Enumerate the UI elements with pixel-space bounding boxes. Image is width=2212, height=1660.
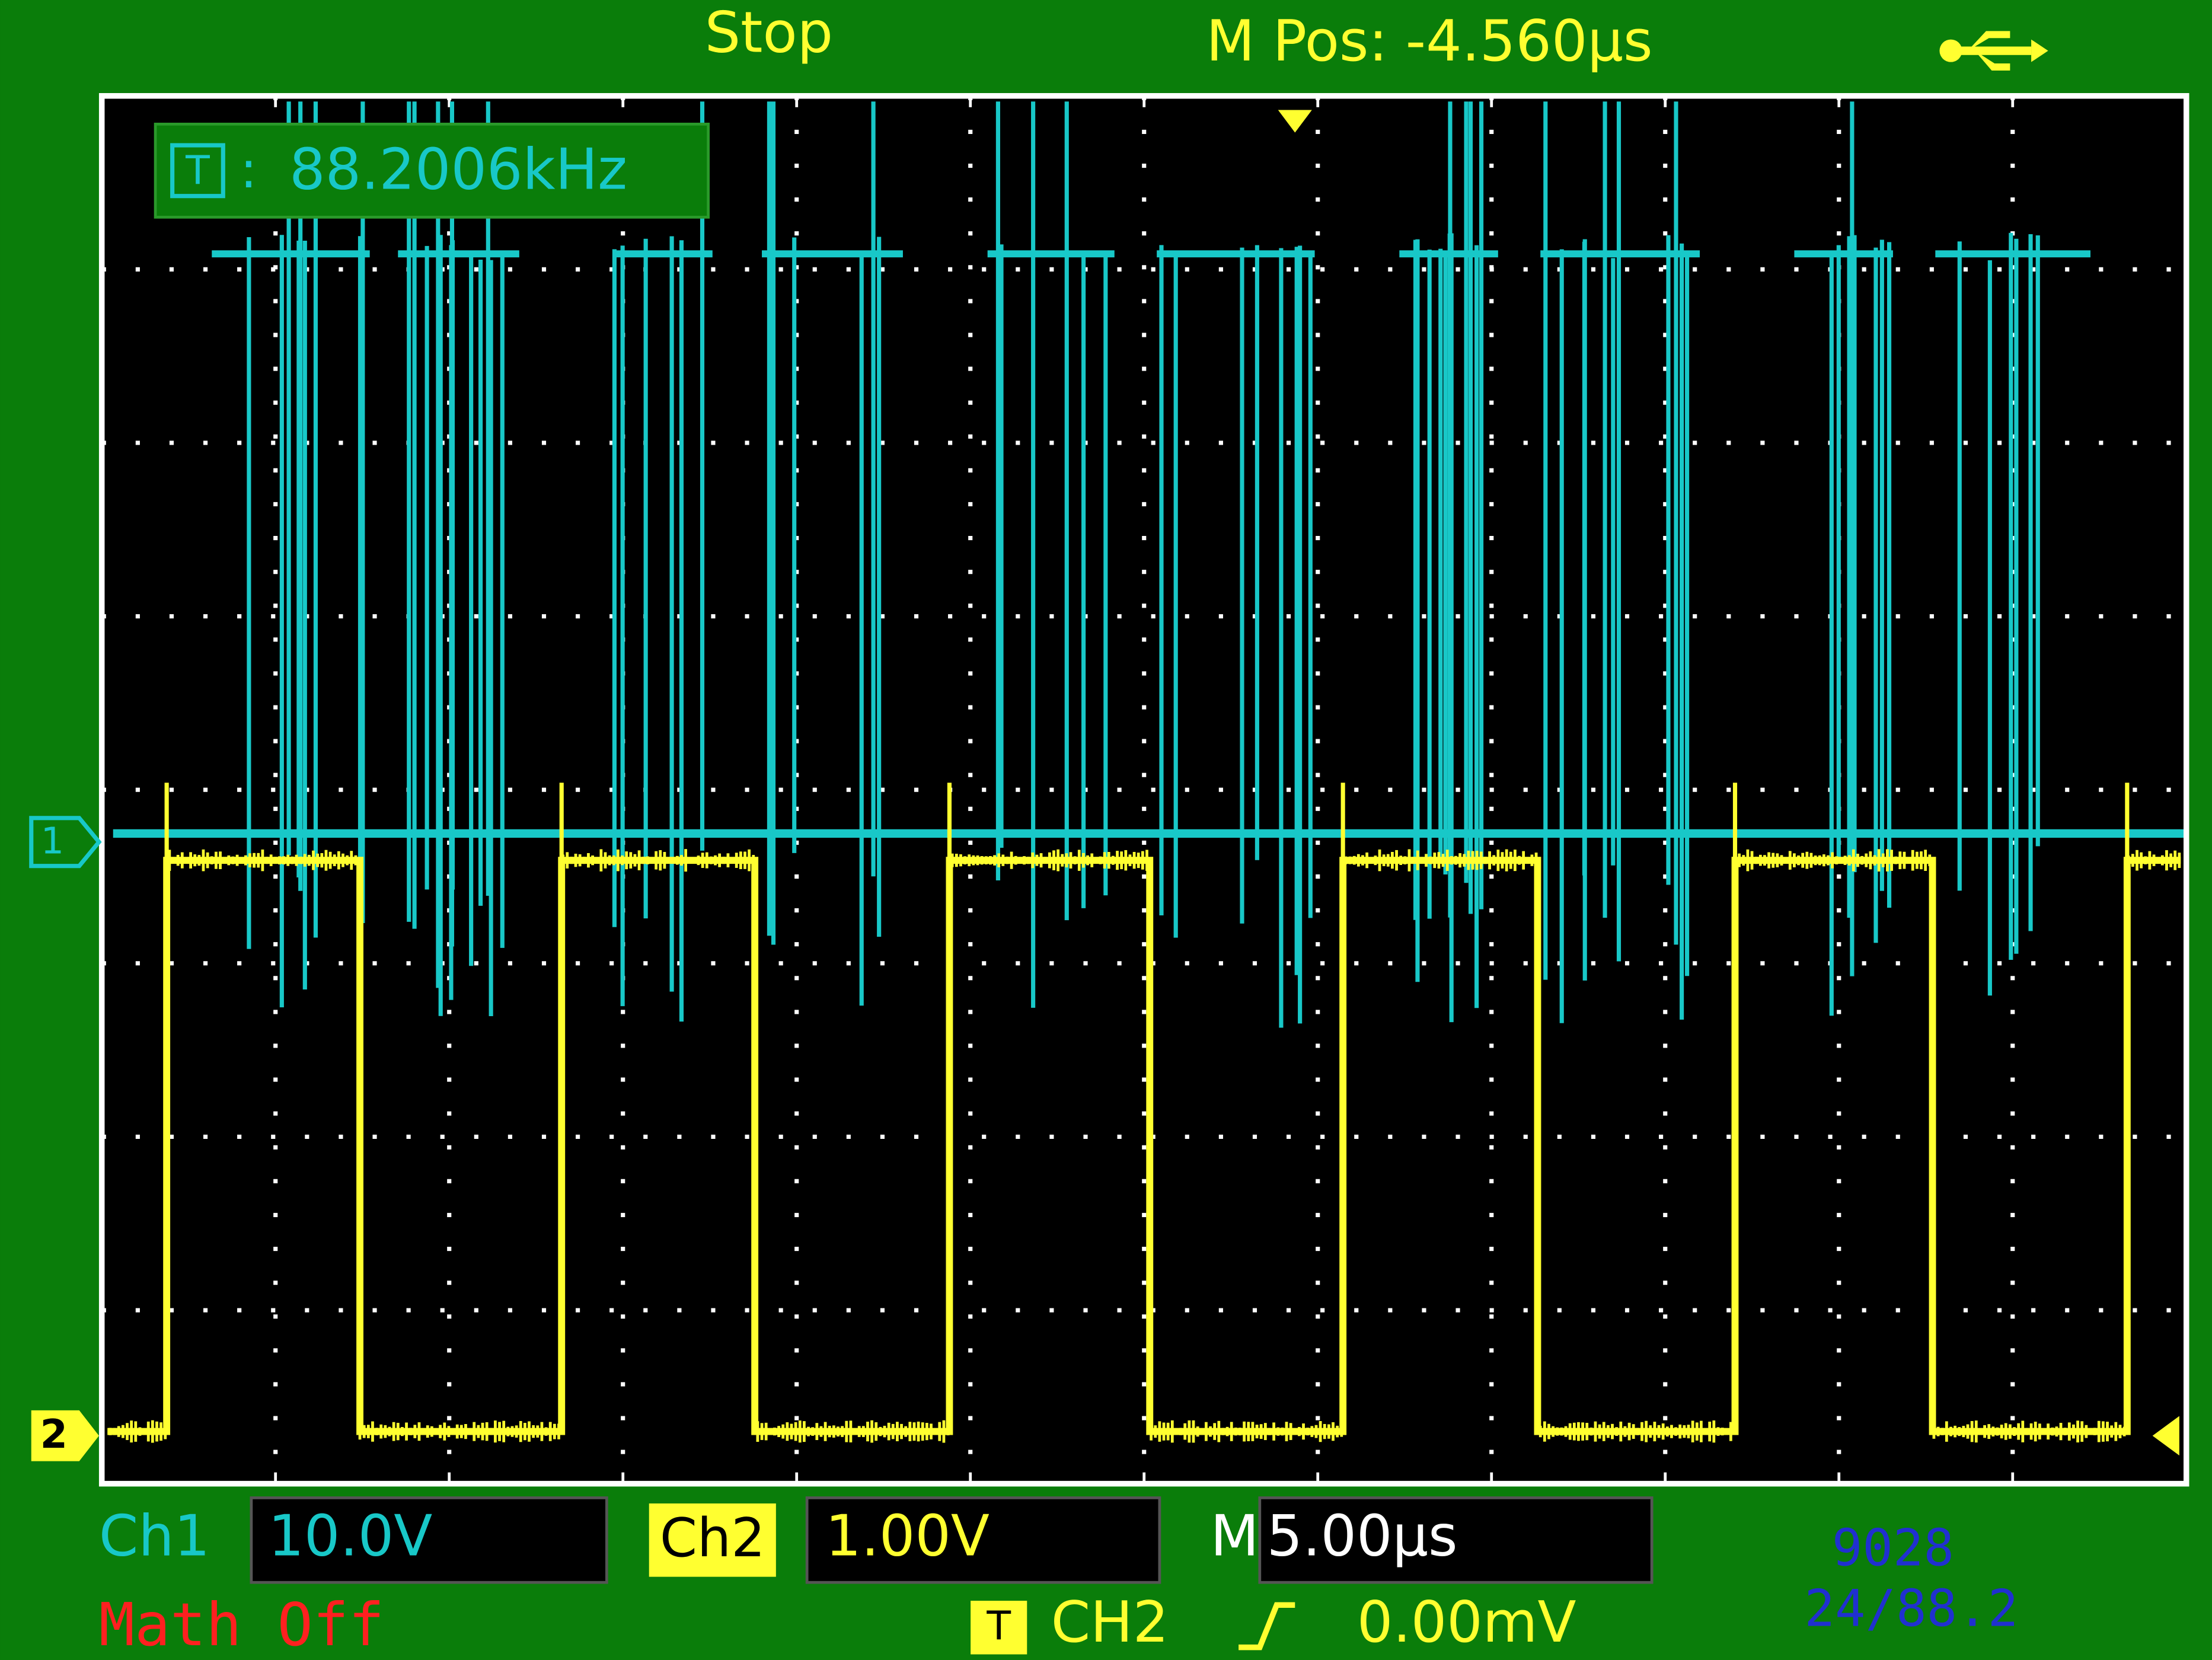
ch2-marker [31, 1410, 99, 1461]
trigger-icon: T [986, 1603, 1011, 1649]
trigger-level: 0.00mV [1357, 1590, 1576, 1655]
ch1-marker-label: 1 [41, 820, 64, 863]
note: 9028 [1832, 1519, 1954, 1578]
position: M Pos: -4.560µs [1206, 9, 1652, 74]
measure-icon: T [185, 148, 210, 194]
usb-icon [1939, 31, 2048, 71]
timebase-box [1258, 1496, 1654, 1584]
waveforms [107, 101, 2184, 1443]
trigger-source: CH2 [1051, 1590, 1169, 1655]
trigger-icon-box [971, 1601, 1027, 1655]
status: Stop [705, 1, 833, 66]
ch2-marker-label: 2 [40, 1411, 68, 1457]
ch2-label-box [649, 1503, 776, 1577]
trigger-position-marker [1278, 110, 1312, 133]
measure-icon-box [170, 143, 225, 199]
measure-separator: : [240, 141, 257, 200]
measure-value: 88.2006kHz [289, 137, 627, 202]
note: 24/88.2 [1804, 1580, 2018, 1639]
trigger-level-marker [2152, 1416, 2179, 1456]
grid [100, 95, 2188, 1484]
ch1-scale: 10.0V [268, 1504, 432, 1569]
ch1-scale-box [250, 1496, 608, 1584]
ch1-marker [29, 816, 102, 869]
ch1-label: Ch1 [99, 1504, 210, 1569]
ch2-scale: 1.00V [825, 1504, 990, 1569]
math-status: Math Off [99, 1590, 384, 1659]
timebase-scale: 5.00µs [1267, 1504, 1458, 1569]
trigger-slope [1239, 1602, 1295, 1651]
measure-box [154, 122, 710, 219]
ch2-scale-box [805, 1496, 1161, 1584]
ch2-trace [107, 857, 2181, 1435]
ch2-label: Ch2 [660, 1507, 765, 1569]
timebase-label: M [1211, 1504, 1259, 1569]
